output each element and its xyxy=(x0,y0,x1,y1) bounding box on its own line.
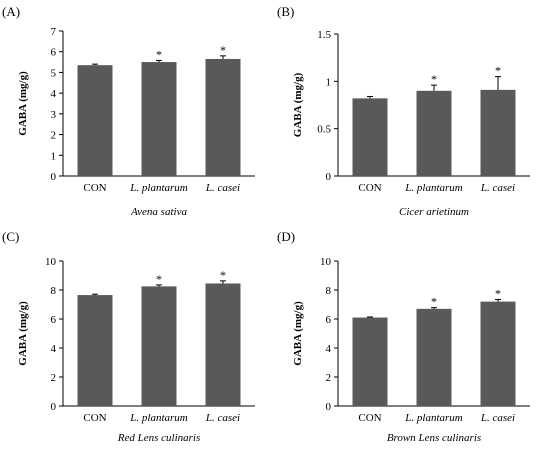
bar xyxy=(416,308,452,406)
bar xyxy=(416,90,452,176)
x-axis-label: Cicer arietinum xyxy=(399,206,469,218)
y-tick-label: 7 xyxy=(51,26,57,38)
y-tick-label: 6 xyxy=(51,47,57,59)
bar xyxy=(141,286,177,406)
bar xyxy=(352,98,388,176)
panel-label: (B) xyxy=(277,4,295,19)
bar xyxy=(205,283,241,406)
category-label: L. casei xyxy=(480,182,515,194)
significance-marker: * xyxy=(156,272,162,286)
chart-panel-d: (D) 0 2 4 6 8 10 GABA (mg/g) CON * L. plantarum * L… xyxy=(275,225,550,449)
significance-marker: * xyxy=(156,47,162,61)
y-tick-label: 0 xyxy=(326,401,332,413)
y-tick-label: 0 xyxy=(51,401,57,413)
bar-chart-b: 0 0.5 1 1.5 GABA (mg/g) CON * L. plantarum * L. c… xyxy=(292,29,530,218)
category-label: L. plantarum xyxy=(129,182,188,194)
y-tick-label: 2 xyxy=(51,130,57,142)
bar-chart-a: 0 1 2 3 4 5 6 7 GABA (mg/g) CON * L. plantarum * L. c… xyxy=(17,26,255,218)
y-tick-label: 6 xyxy=(326,314,332,326)
bar xyxy=(205,58,241,176)
panel-label: (C) xyxy=(2,229,20,244)
bar-chart-d: 0 2 4 6 8 10 GABA (mg/g) CON * L. plantarum * L. ca… xyxy=(292,256,530,444)
significance-marker: * xyxy=(495,286,501,300)
y-axis-label: GABA (mg/g) xyxy=(292,301,304,366)
y-axis-label: GABA (mg/g) xyxy=(17,301,29,366)
bar-chart-c: 0 2 4 6 8 10 GABA (mg/g) CON * L. plantarum * L. ca… xyxy=(17,256,255,444)
y-tick-label: 0 xyxy=(51,171,57,183)
y-tick-label: 0.5 xyxy=(317,124,331,136)
bar xyxy=(77,65,113,176)
y-tick-label: 1.5 xyxy=(317,29,331,41)
y-tick-label: 4 xyxy=(326,343,332,355)
panel-label: (D) xyxy=(277,229,296,244)
bar xyxy=(141,62,177,177)
x-axis-label: Red Lens culinaris xyxy=(117,432,201,444)
y-axis-label: GABA (mg/g) xyxy=(292,72,304,137)
y-tick-label: 8 xyxy=(326,285,332,297)
category-label: L. casei xyxy=(205,412,240,424)
bar xyxy=(77,295,113,406)
category-label: L. plantarum xyxy=(129,412,188,424)
y-tick-label: 1 xyxy=(51,150,57,162)
y-tick-label: 10 xyxy=(320,256,332,268)
significance-marker: * xyxy=(220,43,226,57)
bar xyxy=(480,89,516,176)
x-axis-label: Brown Lens culinaris xyxy=(387,432,481,444)
y-tick-label: 10 xyxy=(45,256,57,268)
significance-marker: * xyxy=(431,72,437,86)
significance-marker: * xyxy=(220,268,226,282)
y-tick-label: 0 xyxy=(326,171,332,183)
x-axis-label: Avena sativa xyxy=(130,206,187,218)
significance-marker: * xyxy=(431,295,437,309)
y-tick-label: 8 xyxy=(51,285,57,297)
chart-panel-a: (A) 0 1 2 3 4 5 6 7 GABA (mg/g) CON * L. plantarum *… xyxy=(0,0,275,224)
category-label: CON xyxy=(358,182,381,194)
chart-panel-c: (C) 0 2 4 6 8 10 GABA (mg/g) CON * L. plantarum * L… xyxy=(0,225,275,449)
category-label: CON xyxy=(83,182,106,194)
y-tick-label: 1 xyxy=(326,76,332,88)
category-label: L. plantarum xyxy=(404,412,463,424)
panel-label: (A) xyxy=(2,4,21,19)
y-tick-label: 3 xyxy=(51,109,57,121)
y-tick-label: 6 xyxy=(51,314,57,326)
category-label: L. casei xyxy=(480,412,515,424)
bar xyxy=(480,301,516,406)
category-label: CON xyxy=(358,412,381,424)
category-label: L. casei xyxy=(205,182,240,194)
significance-marker: * xyxy=(495,64,501,78)
category-label: CON xyxy=(83,412,106,424)
y-tick-label: 2 xyxy=(326,372,332,384)
y-tick-label: 4 xyxy=(51,88,57,100)
bar xyxy=(352,317,388,406)
y-tick-label: 4 xyxy=(51,343,57,355)
category-label: L. plantarum xyxy=(404,182,463,194)
chart-panel-b: (B) 0 0.5 1 1.5 GABA (mg/g) CON * L. plantarum *… xyxy=(275,0,550,224)
y-tick-label: 5 xyxy=(51,67,57,79)
y-tick-label: 2 xyxy=(51,372,57,384)
y-axis-label: GABA (mg/g) xyxy=(17,71,29,136)
